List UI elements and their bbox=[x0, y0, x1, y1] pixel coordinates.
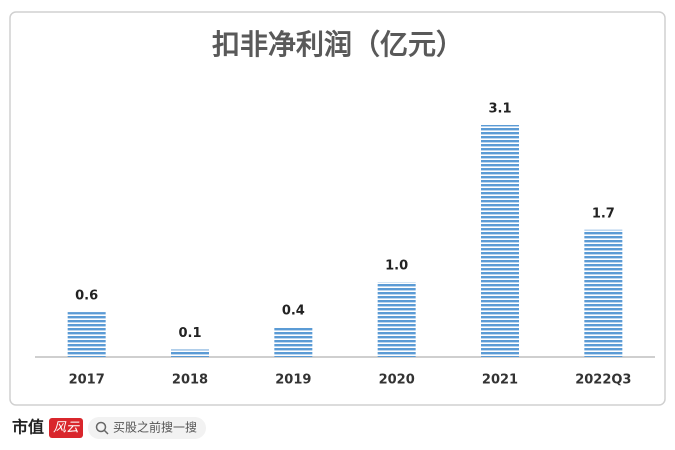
x-tick-label: 2019 bbox=[275, 373, 311, 388]
x-tick-label: 2017 bbox=[69, 373, 105, 388]
x-tick-label: 2020 bbox=[379, 373, 415, 388]
search-text: 买股之前搜一搜 bbox=[113, 420, 197, 435]
brand: 市值 bbox=[12, 418, 44, 437]
bar bbox=[67, 312, 106, 357]
x-tick-label: 2018 bbox=[172, 373, 208, 388]
brand-logo: 风云 bbox=[53, 421, 80, 436]
value-label: 1.7 bbox=[592, 206, 615, 221]
bar bbox=[274, 327, 313, 357]
search-icon-handle bbox=[103, 429, 109, 435]
bar bbox=[171, 349, 209, 357]
bar bbox=[377, 282, 416, 357]
x-tick-label: 2022Q3 bbox=[575, 373, 631, 388]
search-icon bbox=[95, 421, 107, 433]
brand-logo-bg bbox=[49, 418, 83, 438]
search-box[interactable] bbox=[88, 417, 206, 439]
value-label: 1.0 bbox=[385, 259, 408, 274]
value-label: 0.1 bbox=[178, 326, 201, 341]
bar bbox=[481, 125, 519, 357]
chart-title: 扣非净利润（亿元） bbox=[212, 28, 464, 61]
value-label: 0.6 bbox=[75, 289, 98, 304]
value-label: 3.1 bbox=[488, 102, 511, 117]
x-tick-label: 2021 bbox=[482, 373, 518, 388]
value-label: 0.4 bbox=[282, 304, 305, 319]
chart-frame bbox=[9, 11, 666, 406]
bar bbox=[584, 229, 623, 357]
